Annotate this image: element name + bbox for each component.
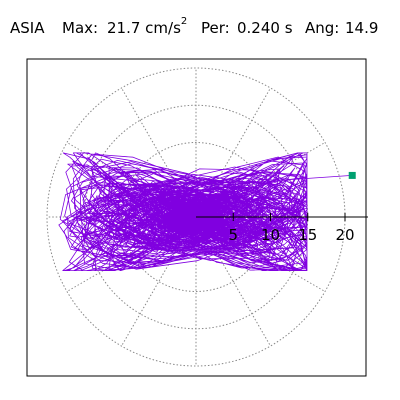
per-label: Per:	[201, 19, 230, 37]
peak-marker	[348, 171, 356, 179]
max-value-exponent: 2	[180, 16, 188, 27]
max-value-number: 21.7 cm/s	[107, 19, 181, 37]
ang-label: Ang:	[305, 19, 340, 37]
ang-value: 14.9	[345, 19, 379, 37]
grid-spoke	[214, 87, 271, 185]
grid-spoke	[121, 87, 178, 185]
grid-spoke	[214, 249, 271, 347]
chart-header: ASIA Max: 21.7 cm/s2 Per: 0.240 s Ang: 1…	[0, 0, 400, 50]
per-value: 0.240 s	[237, 19, 293, 37]
radial-tick-label: 5	[228, 226, 238, 244]
max-label: Max:	[62, 19, 99, 37]
radial-tick-label: 20	[335, 226, 354, 244]
orbit-trace	[58, 152, 353, 272]
radial-axis: 5 10 15 20	[196, 213, 368, 244]
peak-marker-layer	[348, 171, 356, 179]
max-value: 21.7 cm/s2	[107, 16, 188, 37]
station-name: ASIA	[10, 19, 45, 37]
orbit-path	[58, 152, 353, 272]
radial-tick-label: 10	[261, 226, 280, 244]
radial-tick-label: 15	[298, 226, 317, 244]
grid-spoke	[121, 249, 178, 347]
